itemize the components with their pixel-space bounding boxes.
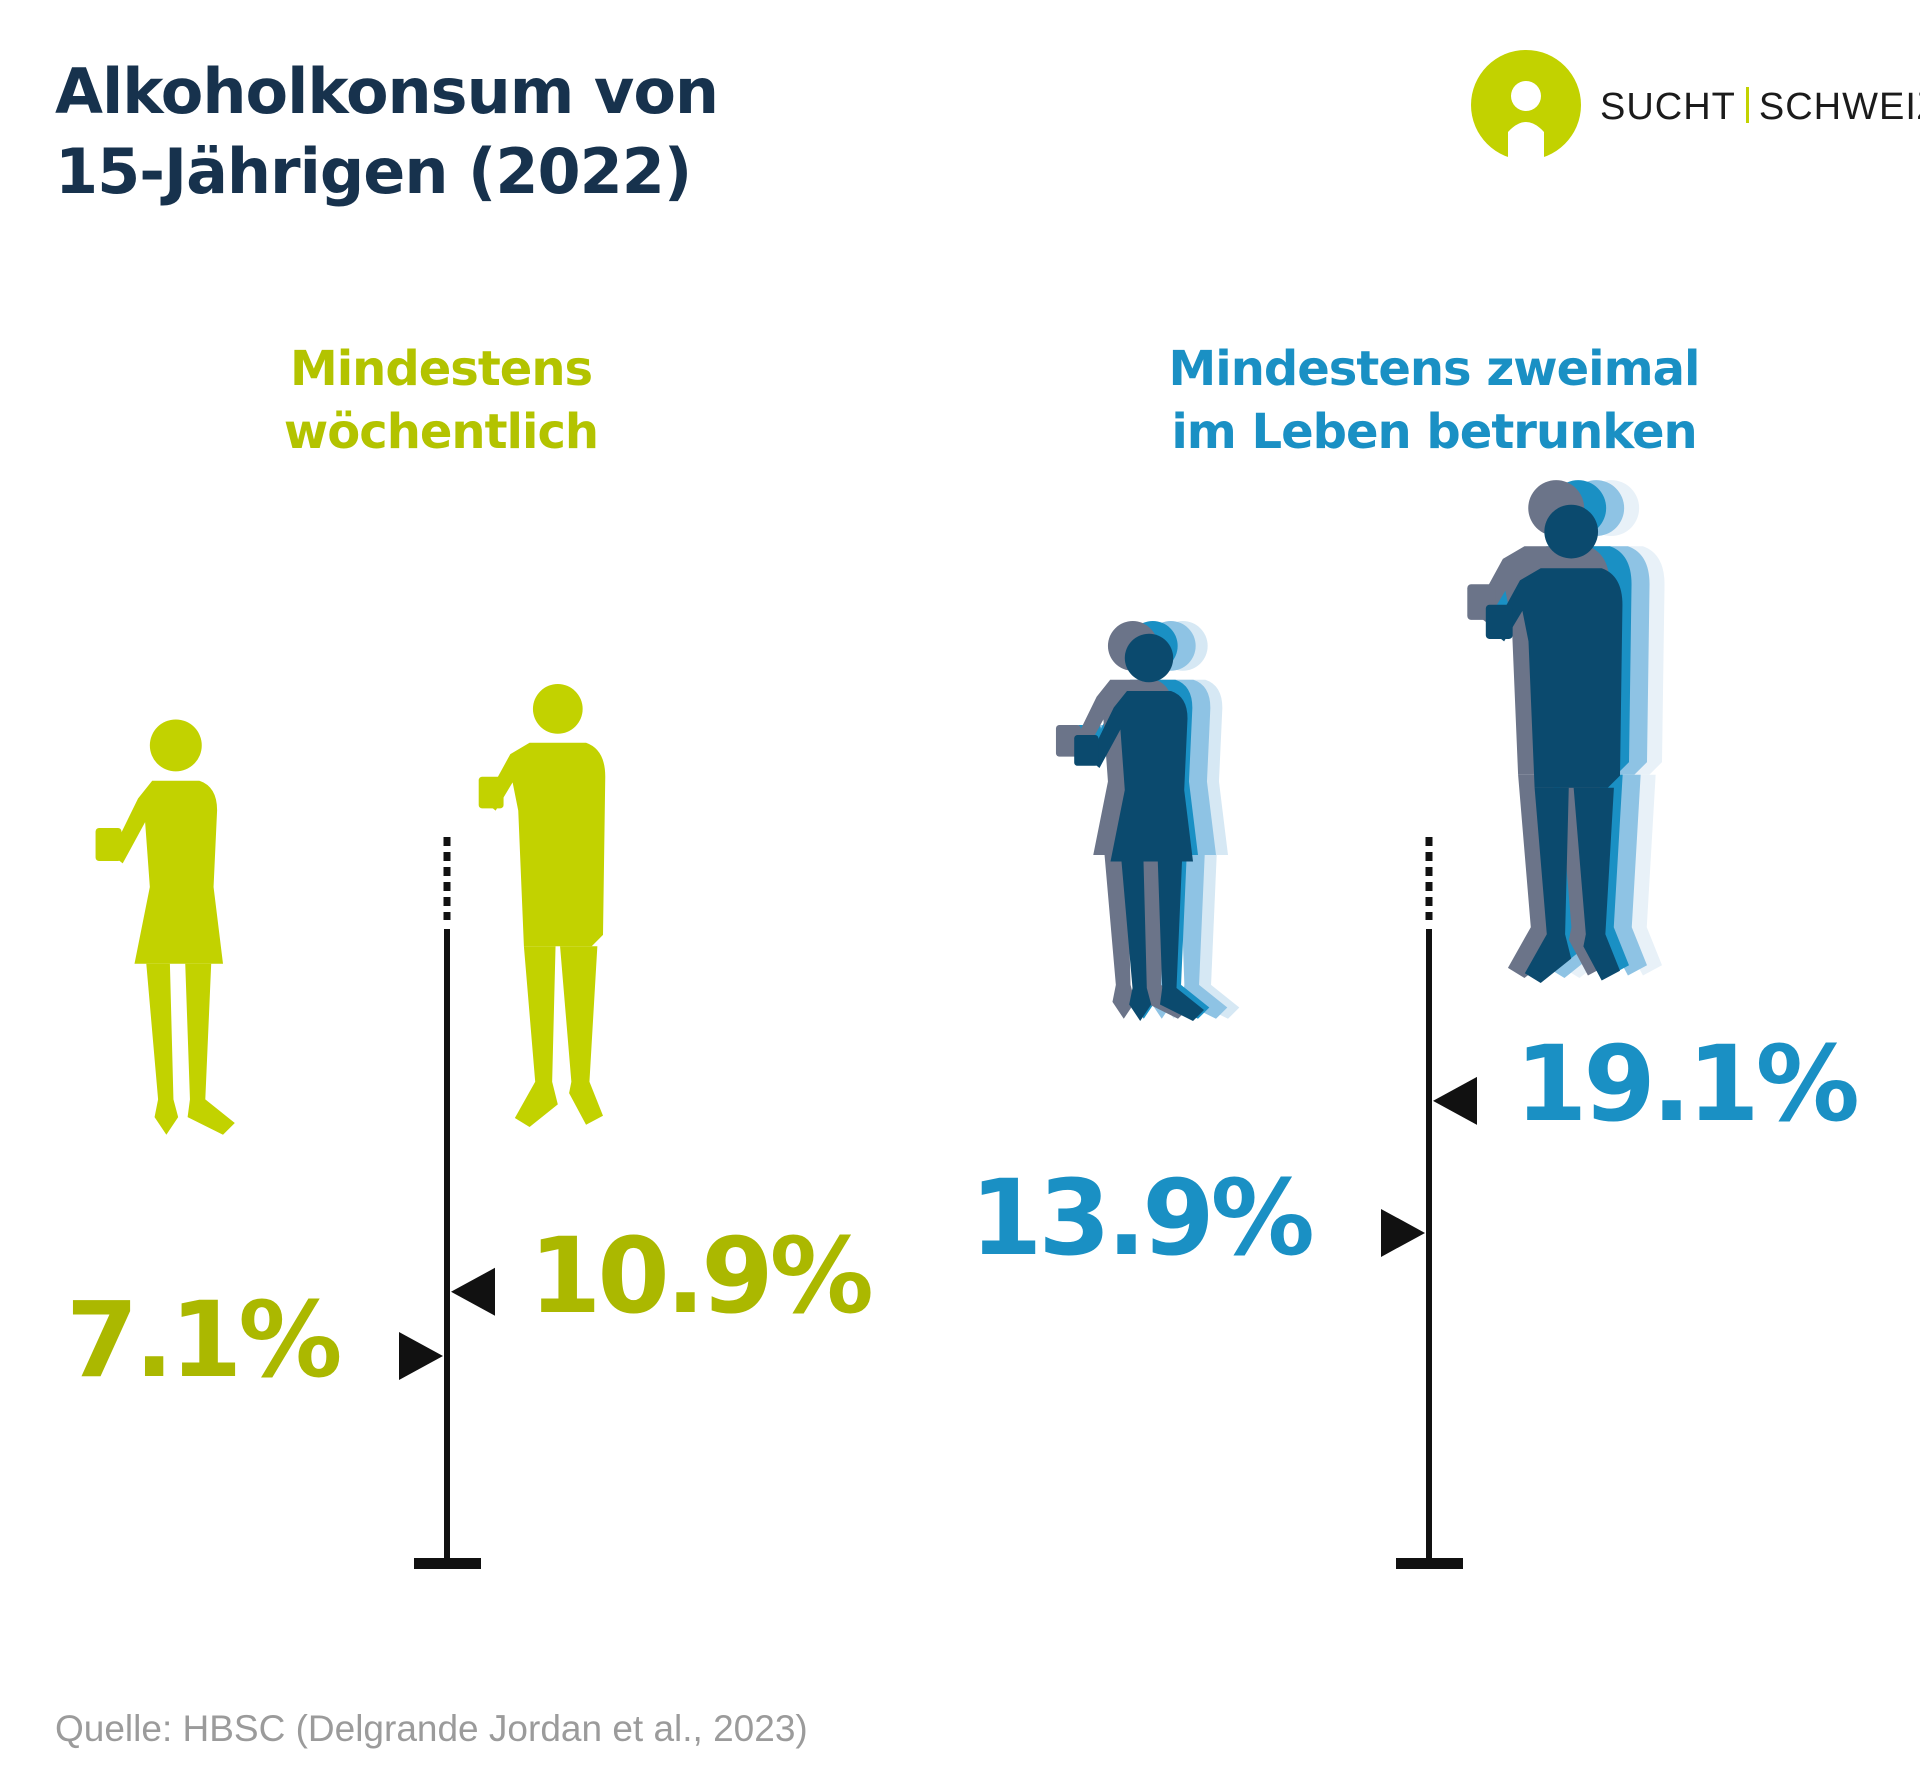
logo-icon: [1471, 50, 1581, 160]
logo-text-left: SUCHT: [1600, 86, 1736, 128]
cup-icon: [1485, 604, 1513, 639]
head: [149, 719, 202, 772]
value-label-drunk-female: 13.9%: [970, 1157, 1315, 1279]
female-silhouette-icon: [1074, 633, 1204, 1021]
group-label-drunk: Mindestens zweimal im Leben betrunken: [1034, 338, 1834, 464]
value-marker-left-arrow: [1433, 1076, 1477, 1125]
head: [1544, 504, 1599, 559]
group-label-line: im Leben betrunken: [1171, 404, 1697, 460]
torso: [484, 742, 606, 947]
axis-base: [414, 1558, 481, 1569]
legs: [146, 963, 235, 1135]
male-silhouette-icon: [1485, 504, 1623, 983]
axis-base: [1396, 1558, 1463, 1569]
head: [532, 684, 583, 734]
chart-title: Alkoholkonsum von 15-Jährigen (2022): [55, 52, 719, 212]
head: [1124, 633, 1174, 683]
torso: [1088, 691, 1193, 862]
group-label-line: wöchentlich: [283, 404, 599, 460]
group-label-line: Mindestens zweimal: [1168, 341, 1701, 397]
cup-icon: [95, 828, 122, 862]
torso: [1491, 568, 1623, 788]
legs: [514, 946, 603, 1127]
legs: [1121, 861, 1204, 1021]
source-note: Quelle: HBSC (Delgrande Jordan et al., 2…: [55, 1708, 808, 1749]
value-label-weekly-female: 7.1%: [66, 1279, 342, 1401]
legs: [1524, 787, 1620, 983]
logo: SUCHT SCHWEIZ: [1600, 86, 1920, 129]
group-label-line: Mindestens: [289, 341, 593, 397]
logo-text-right: SCHWEIZ: [1758, 86, 1920, 128]
value-marker-right-arrow: [399, 1332, 443, 1381]
logo-separator: [1745, 87, 1749, 123]
value-label-weekly-male: 10.9%: [529, 1215, 874, 1337]
value-marker-left-arrow: [451, 1267, 495, 1316]
title-line-2: 15-Jährigen (2022): [55, 135, 692, 208]
value-label-drunk-male: 19.1%: [1515, 1023, 1860, 1145]
group-label-weekly: Mindestens wöchentlich: [41, 338, 841, 464]
title-line-1: Alkoholkonsum von: [55, 55, 719, 128]
torso: [110, 780, 223, 964]
female-silhouette-icon: [95, 719, 235, 1135]
value-marker-right-arrow: [1381, 1208, 1425, 1257]
male-silhouette-icon: [478, 684, 606, 1127]
cup-icon: [1074, 735, 1099, 766]
cup-icon: [478, 776, 504, 809]
